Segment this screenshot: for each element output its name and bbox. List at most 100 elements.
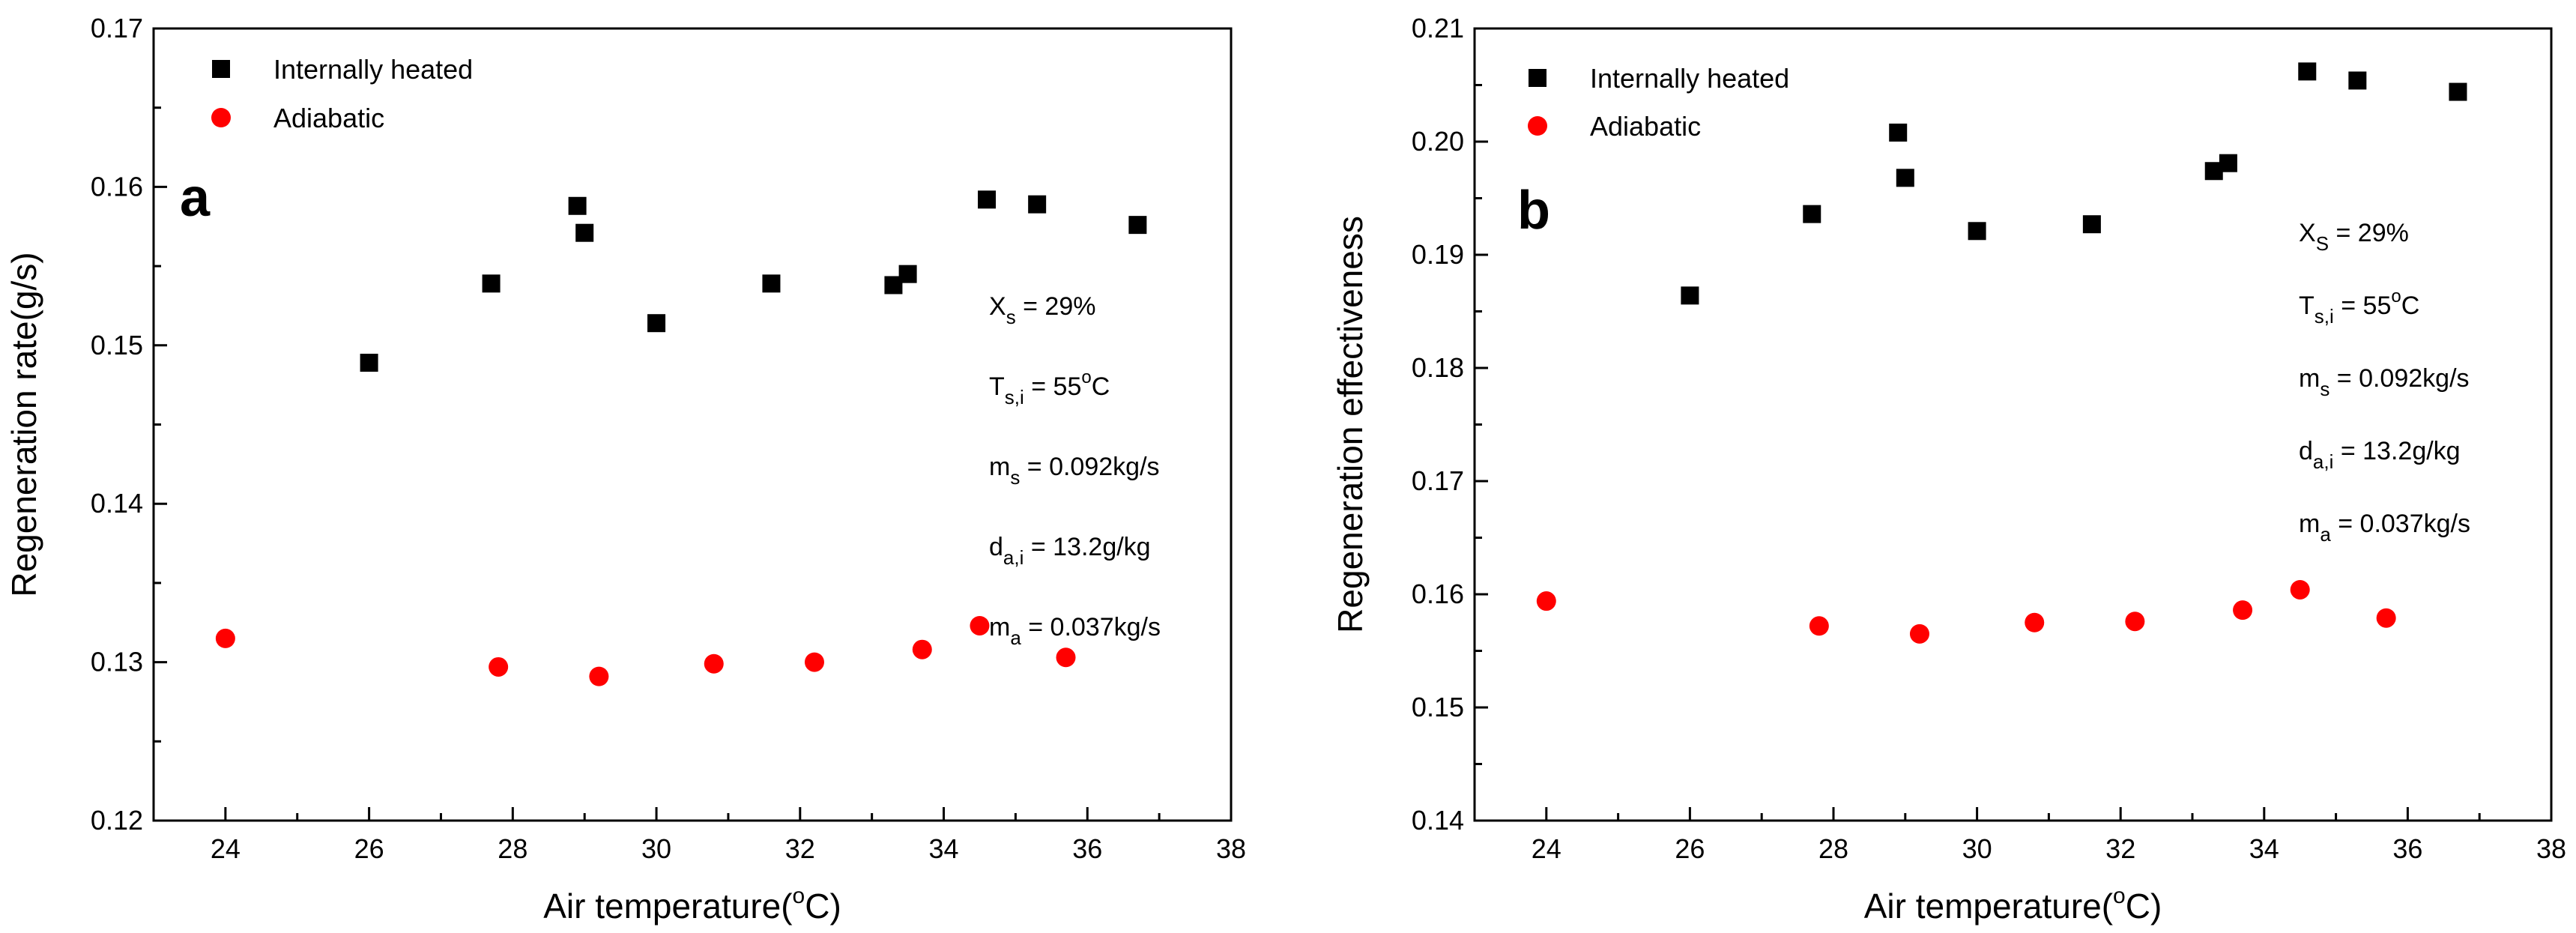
y-tick-label: 0.20	[1412, 126, 1464, 157]
data-point-internally-heated	[1889, 123, 1908, 142]
y-tick-label: 0.14	[1412, 805, 1464, 836]
parameter-line: ma = 0.037kg/s	[989, 613, 1161, 649]
parameter-line: ma = 0.037kg/s	[2299, 510, 2470, 546]
data-point-internally-heated	[2219, 154, 2237, 172]
data-point-adiabatic	[2125, 612, 2145, 632]
legend-marker-adiabatic	[211, 108, 231, 127]
y-tick-label: 0.15	[1412, 692, 1464, 722]
data-point-adiabatic	[2376, 608, 2396, 628]
param-subscript: a,i	[1003, 546, 1024, 569]
param-symbol: m	[2299, 364, 2320, 393]
y-tick-label: 0.17	[1412, 465, 1464, 496]
y-tick-label: 0.18	[1412, 352, 1464, 383]
data-point-internally-heated	[1896, 169, 1914, 187]
x-axis-label-degree: o	[2113, 884, 2126, 908]
data-point-adiabatic	[2025, 612, 2045, 632]
param-subscript: s	[2320, 378, 2329, 400]
data-point-adiabatic	[589, 666, 609, 686]
param-value: = 13.2g/kg	[1024, 533, 1150, 561]
x-tick-label: 24	[211, 833, 241, 864]
x-tick-label: 38	[1216, 833, 1246, 864]
param-unit: C	[2401, 292, 2420, 320]
data-point-internally-heated	[2449, 82, 2467, 101]
data-point-internally-heated	[2348, 71, 2367, 90]
param-value: = 29%	[1016, 292, 1096, 321]
legend-marker-internally-heated	[212, 60, 230, 78]
data-point-adiabatic	[912, 639, 932, 659]
parameter-line: ms = 0.092kg/s	[2299, 364, 2470, 400]
x-tick-label: 34	[2249, 833, 2279, 864]
data-point-internally-heated	[647, 314, 666, 333]
data-point-internally-heated	[2298, 62, 2317, 81]
y-axis-label: Regeneration effectiveness	[1331, 216, 1370, 633]
x-tick-label: 24	[1532, 833, 1561, 864]
x-axis-label-main: Air temperature(	[543, 887, 793, 926]
parameter-line: da,i = 13.2g/kg	[2299, 437, 2461, 473]
plot-frame	[1473, 27, 2553, 822]
param-symbol: d	[2299, 437, 2313, 465]
parameter-line: ms = 0.092kg/s	[989, 453, 1160, 489]
x-tick-label: 30	[1962, 833, 1992, 864]
param-value: = 29%	[2329, 219, 2409, 247]
parameter-line: da,i = 13.2g/kg	[989, 533, 1151, 569]
x-axis-label-main: Air temperature(	[1864, 887, 2114, 926]
parameter-line: Xs = 29%	[989, 292, 1096, 328]
y-tick-label: 0.15	[91, 330, 143, 360]
data-point-adiabatic	[489, 656, 509, 677]
data-point-internally-heated	[1803, 205, 1821, 223]
x-tick-label: 30	[641, 833, 671, 864]
legend-label-adiabatic: Adiabatic	[273, 103, 384, 133]
data-point-internally-heated	[360, 354, 378, 372]
param-symbol: X	[2299, 219, 2316, 247]
legend: Internally heated Adiabatic	[211, 54, 473, 133]
param-subscript: a	[1010, 626, 1021, 649]
x-tick-label: 26	[1675, 833, 1705, 864]
chart-panel-a: 24 26 28 30 32 34 36 38 0.12 0.13 0.14 0.15 0.16 0.17…	[4, 13, 1246, 926]
y-tick-label: 0.16	[91, 171, 143, 202]
x-tick-label: 36	[1072, 833, 1102, 864]
data-point-adiabatic	[215, 628, 235, 648]
param-subscript: a	[2320, 523, 2331, 546]
param-value: = 0.092kg/s	[2329, 364, 2469, 393]
series-internally-heated	[1681, 62, 2467, 305]
param-symbol: T	[989, 372, 1005, 401]
param-degree: o	[1081, 367, 1091, 387]
param-value: = 55	[1024, 372, 1082, 401]
y-tick-label: 0.21	[1412, 13, 1464, 43]
parameter-line: Ts,i = 55oC	[2299, 286, 2419, 327]
param-symbol: m	[2299, 510, 2320, 538]
data-point-adiabatic	[2233, 600, 2253, 621]
x-tick-label: 36	[2392, 833, 2422, 864]
legend-label-adiabatic: Adiabatic	[1590, 111, 1701, 142]
x-axis-label: Air temperature(oC)	[543, 884, 841, 926]
data-point-internally-heated	[1681, 286, 1699, 305]
data-point-adiabatic	[704, 653, 724, 674]
y-tick-label: 0.13	[91, 647, 143, 677]
param-symbol: m	[989, 453, 1010, 481]
data-point-adiabatic	[1909, 623, 1929, 644]
x-tick-label: 32	[2105, 833, 2135, 864]
data-point-adiabatic	[970, 615, 990, 635]
param-symbol: T	[2299, 292, 2315, 320]
chart-panel-b: 24 26 28 30 32 34 36 38 0.14 0.15 0.16 0.17 0.18 0.19…	[1331, 13, 2566, 926]
param-value: = 13.2g/kg	[2333, 437, 2460, 465]
y-tick-label: 0.19	[1412, 239, 1464, 270]
param-subscript: s	[1010, 466, 1020, 489]
data-point-internally-heated	[568, 196, 587, 215]
param-unit: C	[1092, 372, 1110, 401]
param-value: = 0.037kg/s	[1021, 613, 1161, 641]
plot-frame	[152, 27, 1233, 822]
param-symbol: d	[989, 533, 1003, 561]
x-axis-label-unit: C)	[2126, 887, 2162, 926]
param-value: = 55	[2334, 292, 2392, 320]
y-tick-label: 0.12	[91, 805, 143, 836]
data-point-internally-heated	[898, 265, 917, 283]
x-axis-label-unit: C)	[805, 887, 841, 926]
param-symbol: X	[989, 292, 1006, 321]
data-point-adiabatic	[2290, 579, 2310, 600]
series-adiabatic	[1536, 579, 2396, 644]
legend-label-internally-heated: Internally heated	[1590, 63, 1789, 94]
